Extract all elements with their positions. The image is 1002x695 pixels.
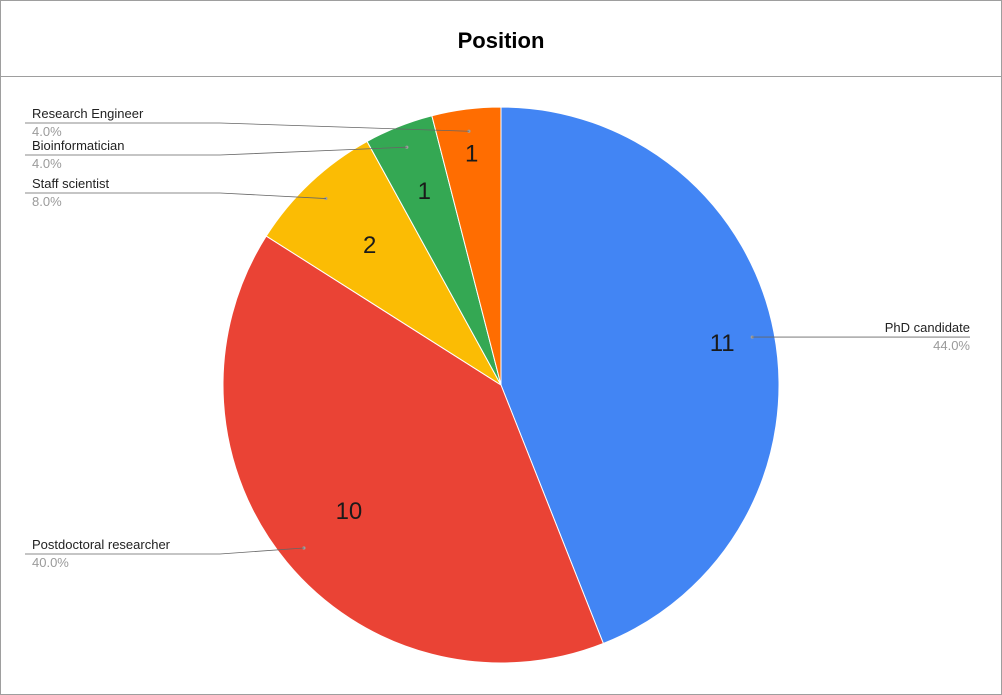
- callout-line-postdoctoral-researcher: [25, 547, 304, 555]
- callout-percent-phd-candidate: 44.0%: [933, 338, 970, 353]
- callout-name-postdoctoral-researcher: Postdoctoral researcher: [32, 537, 171, 552]
- callout-line-bioinformatician: [25, 146, 407, 156]
- callout-percent-postdoctoral-researcher: 40.0%: [32, 555, 69, 570]
- callout-name-research-engineer: Research Engineer: [32, 106, 144, 121]
- pie-slice-research-engineer: [431, 106, 502, 386]
- pie-slice-staff-scientist: [265, 140, 502, 386]
- pie-slice-postdoctoral-researcher: [222, 235, 604, 664]
- callout-name-bioinformatician: Bioinformatician: [32, 138, 125, 153]
- value-label-phd-candidate: 11: [710, 330, 735, 357]
- value-label-postdoctoral-researcher: 10: [336, 498, 363, 525]
- callout-name-staff-scientist: Staff scientist: [32, 176, 109, 191]
- pie-slice-phd-candidate: [500, 106, 780, 645]
- value-label-research-engineer: 1: [465, 140, 478, 167]
- callout-name-phd-candidate: PhD candidate: [885, 320, 970, 335]
- value-label-staff-scientist: 2: [363, 232, 376, 259]
- pie-callouts: PhD candidate 44.0% Postdoctoral researche…: [25, 106, 970, 570]
- callout-percent-staff-scientist: 8.0%: [32, 194, 62, 209]
- value-label-bioinformatician: 1: [418, 178, 431, 205]
- pie-slices: [222, 106, 780, 664]
- callout-percent-bioinformatician: 4.0%: [32, 156, 62, 171]
- callout-dot-bioinformatician: [405, 145, 409, 149]
- chart-title: Position: [457, 28, 545, 53]
- chart-title-bar: Position: [1, 1, 1001, 77]
- callout-line-research-engineer: [25, 122, 469, 132]
- callout-percent-research-engineer: 4.0%: [32, 124, 62, 139]
- callout-line-staff-scientist: [25, 192, 326, 199]
